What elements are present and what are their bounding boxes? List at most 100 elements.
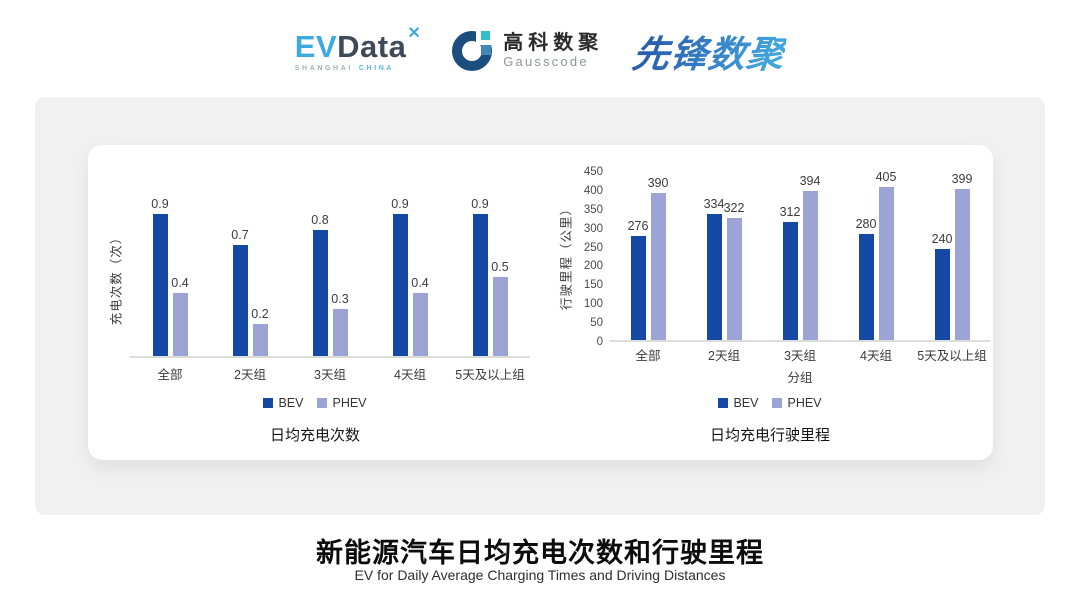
bar-phev: 0.4 bbox=[411, 276, 429, 356]
bar-value-label: 0.4 bbox=[171, 275, 189, 290]
legend-item: BEV bbox=[718, 396, 758, 410]
bar-group: 334 322 bbox=[703, 170, 744, 340]
page-title: 新能源汽车日均充电次数和行驶里程 bbox=[316, 538, 764, 568]
gausscode-wordmark: 高科数聚 Gausscode bbox=[503, 32, 603, 70]
chart-daily-charging-times: 充电次数（次） 0.9 0.4 0.7 0.2 0.8 0.3 0.9 0.4 0.9 0.5 全… bbox=[100, 145, 530, 460]
chart-plot-area: 行驶里程（公里） 450 400 350 300 250 200 150 100 50 0 276… bbox=[550, 166, 990, 348]
x-axis-label: 分组 bbox=[787, 371, 813, 385]
bar-phev: 405 bbox=[876, 170, 896, 340]
y-tick-label: 350 bbox=[583, 203, 603, 216]
bar-bev: 0.9 bbox=[391, 197, 409, 356]
y-tick-label: 0 bbox=[596, 336, 603, 348]
y-axis-label-text: 行驶里程（公里） bbox=[559, 201, 574, 311]
bar-value-label: 405 bbox=[875, 170, 897, 184]
gausscode-english-text: Gausscode bbox=[503, 54, 589, 70]
bar-value-label: 0.9 bbox=[471, 196, 489, 211]
legend: BEV PHEV bbox=[100, 396, 530, 410]
category-axis: 全部 2天组 3天组 4天组 5天及以上组 bbox=[130, 364, 530, 383]
bar-value-label: 0.7 bbox=[231, 228, 249, 243]
bar-value-label: 0.5 bbox=[491, 260, 509, 274]
chart-caption: 日均充电行驶里程 bbox=[709, 427, 830, 444]
bar-value-label: 0.8 bbox=[311, 212, 329, 227]
y-tick-label: 150 bbox=[583, 279, 603, 292]
bar-bev: 0.7 bbox=[231, 228, 249, 356]
logo-header: EV Data ✕ SHANGHAI CHINA 高科数聚 Gausscode 先锋… bbox=[0, 20, 1080, 82]
bar-phev: 0.5 bbox=[491, 260, 509, 356]
plot: 0.9 0.4 0.7 0.2 0.8 0.3 0.9 0.4 0.9 0.5 bbox=[130, 197, 530, 358]
bar-group: 0.7 0.2 bbox=[231, 198, 269, 356]
category-label: 全部 bbox=[157, 368, 183, 382]
bar-bev: 0.9 bbox=[151, 197, 169, 356]
category-label: 3天组 bbox=[314, 368, 346, 382]
evdata-ev-text: EV bbox=[294, 28, 338, 64]
pioneer-logo: 先锋数聚 bbox=[630, 24, 789, 78]
evdata-data-text: Data bbox=[337, 28, 407, 64]
evdata-logo: EV Data ✕ SHANGHAI CHINA bbox=[294, 25, 421, 72]
gausscode-blue-square bbox=[481, 45, 492, 55]
bar-group: 280 405 bbox=[856, 170, 896, 340]
bar-value-label: 0.9 bbox=[151, 196, 169, 211]
y-tick-label: 250 bbox=[583, 241, 603, 254]
legend-item: PHEV bbox=[317, 396, 367, 410]
bar-bev: 0.9 bbox=[471, 197, 489, 356]
legend: BEV PHEV bbox=[550, 396, 990, 410]
category-axis: 全部 2天组 3天组 4天组 5天及以上组 bbox=[610, 345, 990, 364]
category-label: 3天组 bbox=[784, 349, 816, 363]
y-axis-ticks: 450 400 350 300 250 200 150 100 50 0 bbox=[580, 166, 610, 348]
category-label: 2天组 bbox=[708, 349, 740, 363]
legend-swatch bbox=[317, 398, 328, 408]
evdata-subtitle: SHANGHAI CHINA bbox=[295, 65, 421, 72]
bar-bev: 276 bbox=[628, 219, 648, 340]
bar-value-label: 280 bbox=[855, 217, 877, 232]
bar-group: 240 399 bbox=[932, 170, 972, 340]
bar-phev: 0.3 bbox=[331, 292, 349, 356]
bar-group: 0.8 0.3 bbox=[311, 198, 349, 356]
legend-label: PHEV bbox=[332, 396, 367, 410]
gausscode-chinese-text: 高科数聚 bbox=[503, 32, 604, 55]
bar-bev: 312 bbox=[780, 205, 800, 340]
evdata-shanghai-text: SHANGHAI bbox=[294, 64, 353, 72]
bar-value-label: 322 bbox=[723, 201, 745, 216]
bar-bev: 240 bbox=[932, 232, 952, 340]
chart-daily-driving-distance: 行驶里程（公里） 450 400 350 300 250 200 150 100 50 0 276… bbox=[550, 145, 990, 460]
bar-bev: 0.8 bbox=[311, 213, 329, 356]
chart-card: 充电次数（次） 0.9 0.4 0.7 0.2 0.8 0.3 0.9 0.4 0.9 0.5 全… bbox=[88, 145, 993, 460]
bar-bev: 280 bbox=[856, 217, 876, 340]
legend-label: BEV bbox=[733, 396, 759, 410]
bar-value-label: 390 bbox=[647, 175, 669, 190]
y-axis-label: 行驶里程（公里） bbox=[550, 170, 580, 342]
gausscode-logo: 高科数聚 Gausscode bbox=[451, 30, 603, 72]
gausscode-g-icon bbox=[451, 30, 494, 72]
category-label: 2天组 bbox=[234, 368, 266, 382]
bar-phev: 390 bbox=[648, 176, 668, 340]
bar-phev: 399 bbox=[952, 172, 972, 340]
page-subtitle: EV for Daily Average Charging Times and … bbox=[354, 567, 726, 583]
legend-item: PHEV bbox=[772, 396, 822, 410]
bar-phev: 322 bbox=[724, 201, 744, 340]
bar-phev: 0.2 bbox=[251, 307, 269, 356]
bar-group: 276 390 bbox=[628, 170, 668, 340]
bar-value-label: 276 bbox=[627, 218, 649, 233]
bar-value-label: 334 bbox=[703, 196, 725, 211]
legend-swatch bbox=[718, 398, 729, 408]
y-tick-label: 100 bbox=[583, 298, 603, 311]
y-tick-label: 50 bbox=[590, 317, 603, 330]
bar-value-label: 394 bbox=[799, 174, 821, 189]
bar-value-label: 399 bbox=[951, 172, 973, 187]
chart-caption: 日均充电次数 bbox=[269, 427, 360, 444]
evdata-china-text: CHINA bbox=[358, 64, 395, 72]
legend-swatch bbox=[772, 398, 783, 408]
y-axis-label-text: 充电次数（次） bbox=[109, 230, 124, 326]
y-tick-label: 200 bbox=[583, 260, 603, 273]
category-label: 5天及以上组 bbox=[455, 368, 525, 382]
evdata-star-icon: ✕ bbox=[407, 24, 422, 42]
bar-group: 0.9 0.4 bbox=[391, 197, 429, 356]
y-axis-label: 充电次数（次） bbox=[100, 198, 130, 358]
y-tick-label: 300 bbox=[583, 222, 603, 235]
legend-swatch bbox=[263, 398, 274, 408]
gausscode-teal-square bbox=[481, 31, 491, 40]
category-label: 4天组 bbox=[394, 368, 426, 382]
legend-label: PHEV bbox=[787, 396, 822, 410]
evdata-wordmark: EV Data ✕ bbox=[294, 25, 421, 64]
category-label: 4天组 bbox=[860, 349, 892, 363]
